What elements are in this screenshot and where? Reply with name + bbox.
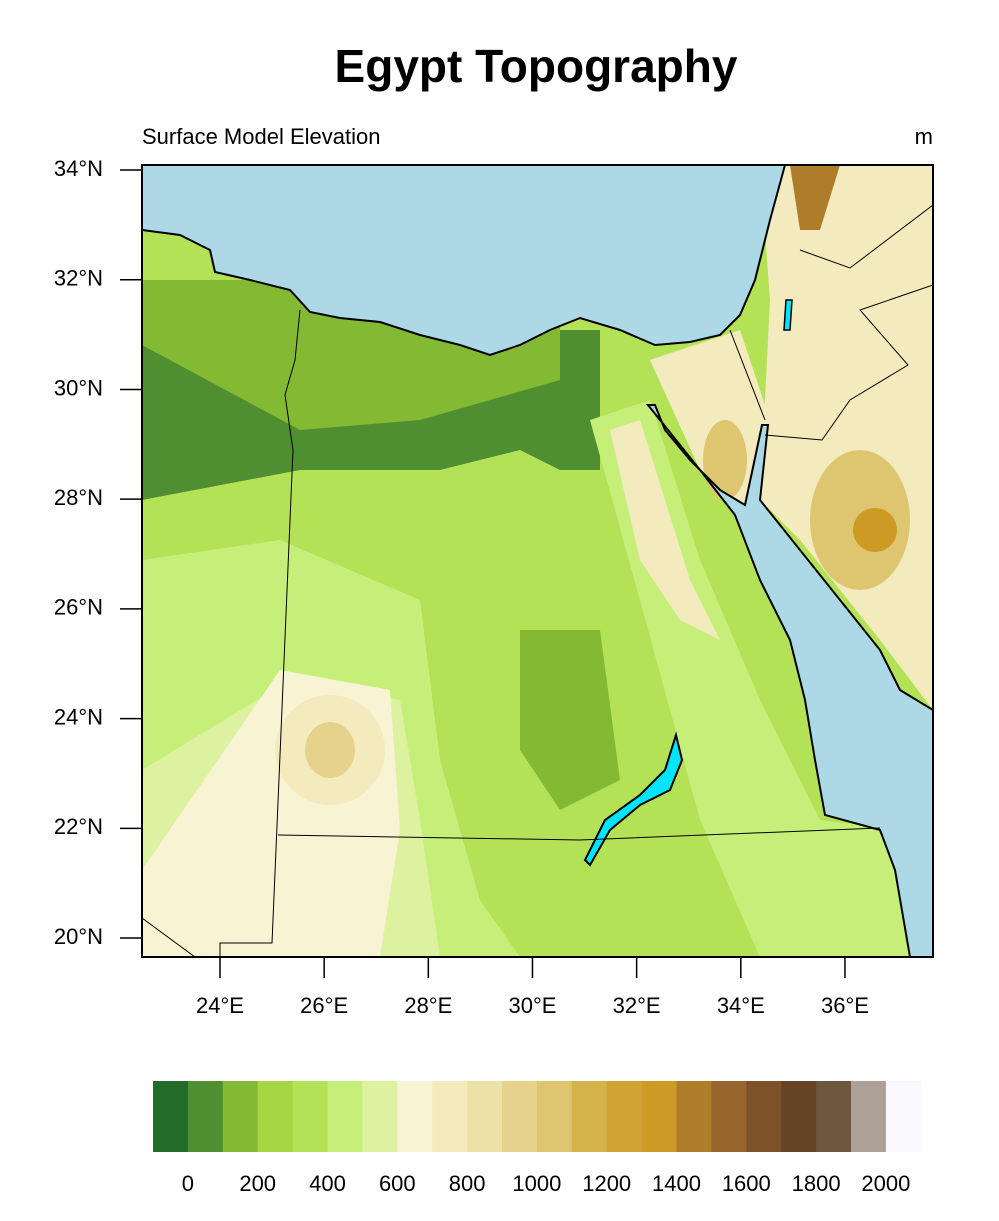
lat-tick-label: 32°N: [54, 266, 103, 291]
colorbar-box: [781, 1081, 817, 1152]
colorbar-label: 1600: [722, 1171, 771, 1196]
lon-tick-label: 36°E: [821, 993, 869, 1018]
country-border: [142, 917, 196, 957]
colorbar-box: [292, 1081, 328, 1152]
sinai-peak: [703, 420, 747, 500]
highland-peak: [853, 508, 897, 552]
colorbar-box: [641, 1081, 677, 1152]
lon-tick-label: 30°E: [509, 993, 557, 1018]
colorbar-box: [257, 1081, 294, 1152]
lat-tick-label: 24°N: [54, 704, 103, 729]
lat-tick-label: 28°N: [54, 485, 103, 510]
colorbar-label: 600: [379, 1171, 416, 1196]
colorbar-label: 2000: [861, 1171, 910, 1196]
colorbar-box: [327, 1081, 363, 1152]
colorbar-box: [816, 1081, 852, 1152]
colorbar-box: [606, 1081, 643, 1152]
lon-tick-label: 26°E: [300, 993, 348, 1018]
lon-tick-label: 28°E: [404, 993, 452, 1018]
low-basin: [520, 630, 620, 810]
colorbar-box: [885, 1081, 922, 1152]
colorbar-box: [746, 1081, 782, 1152]
colorbar-box: [187, 1081, 224, 1152]
lon-tick-label: 24°E: [196, 993, 244, 1018]
colorbar-box: [467, 1081, 503, 1152]
country-border: [764, 284, 933, 441]
right-string: m: [915, 124, 933, 149]
map-frame: [141, 164, 934, 958]
lat-tick-label: 26°N: [54, 595, 103, 620]
colorbar-box: [502, 1081, 538, 1152]
colorbar-box: [676, 1081, 712, 1152]
country-border: [799, 204, 933, 269]
lon-tick-label: 34°E: [717, 993, 765, 1018]
colorbar-label: 200: [239, 1171, 276, 1196]
lon-tick-label: 32°E: [613, 993, 661, 1018]
colorbar-box: [711, 1081, 747, 1152]
lat-tick-label: 30°N: [54, 375, 103, 400]
title: Egypt Topography: [335, 40, 738, 92]
colorbar-box: [851, 1081, 887, 1152]
colorbar-label: 1200: [582, 1171, 631, 1196]
red-sea: [645, 404, 933, 957]
colorbar-box: [397, 1081, 433, 1152]
colorbar-label: 800: [449, 1171, 486, 1196]
lat-tick-label: 20°N: [54, 924, 103, 949]
colorbar-label: 1400: [652, 1171, 701, 1196]
left-string: Surface Model Elevation: [142, 124, 380, 149]
colorbar-box: [571, 1081, 608, 1152]
lat-tick-label: 22°N: [54, 814, 103, 839]
country-border: [277, 827, 881, 841]
colorbar-label: 1000: [512, 1171, 561, 1196]
lake-nasser: [583, 731, 684, 867]
eastern-mountains: [610, 420, 720, 640]
colorbar-box: [222, 1081, 259, 1152]
country-border: [729, 329, 766, 421]
dead-sea: [783, 299, 793, 331]
colorbar-label: 400: [309, 1171, 346, 1196]
colorbar-box: [536, 1081, 573, 1152]
colorbar-box: [153, 1081, 189, 1152]
country-border: [219, 309, 301, 957]
map-area: [142, 165, 933, 957]
lat-tick-label: 34°N: [54, 156, 103, 181]
colorbar-label: 1800: [792, 1171, 841, 1196]
colorbar-box: [362, 1081, 398, 1152]
mediterranean-sea: [142, 165, 787, 357]
colorbar-label: 0: [182, 1171, 194, 1196]
highland-peak: [790, 165, 840, 230]
colorbar-box: [432, 1081, 468, 1152]
plateau: [305, 722, 355, 778]
